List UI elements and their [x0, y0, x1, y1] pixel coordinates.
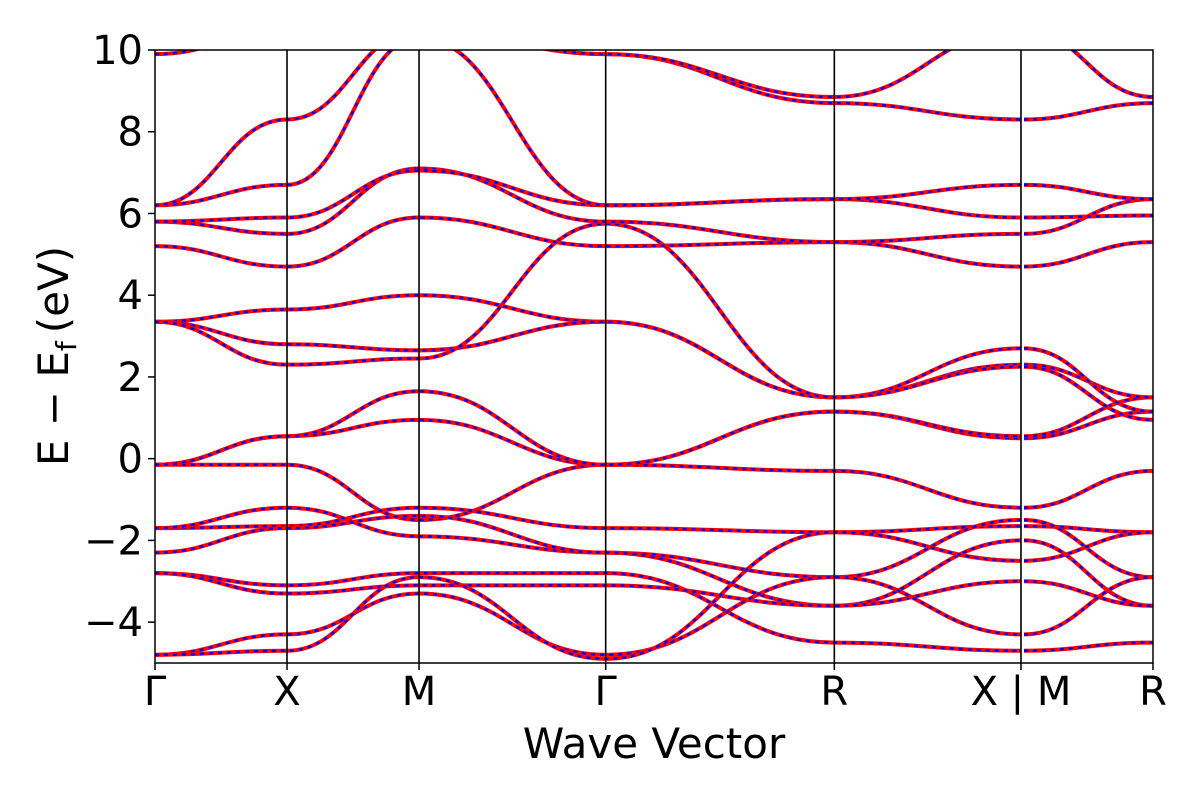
y-tick-label: −2	[84, 518, 143, 564]
band-line-overlay	[155, 320, 1153, 413]
k-point-lines	[286, 50, 1022, 663]
band-line	[155, 530, 1153, 661]
x-axis-title: Wave Vector	[523, 719, 786, 768]
band-line-overlay	[155, 571, 1153, 607]
band-line	[155, 389, 1153, 467]
x-axis-ticks: Γ X M Γ R X | M R	[144, 663, 1167, 715]
band-line-overlay	[155, 506, 1153, 579]
y-tick-label: 6	[118, 191, 143, 237]
y-axis-ticks: −4 −2 0 2 4 6 8 10	[84, 28, 155, 646]
band-line-overlay	[155, 222, 1153, 422]
y-tick-label: 2	[118, 355, 143, 401]
x-tick-label: M	[402, 669, 437, 715]
band-line-overlay	[155, 463, 1153, 522]
plot-frame	[154, 49, 1154, 664]
y-axis-title-main: E − E	[29, 351, 78, 466]
band-line-overlay	[155, 575, 1153, 657]
y-axis-title: E − Ef (eV)	[29, 246, 83, 466]
band-line-overlay	[155, 390, 1153, 466]
y-tick-label: −4	[84, 600, 143, 646]
y-tick-label: 0	[118, 437, 143, 483]
band-line	[155, 221, 1153, 422]
band-line-overlay	[155, 410, 1153, 466]
x-tick-label: Γ	[595, 669, 618, 715]
band-line	[155, 571, 1153, 653]
band-line-overlay	[155, 531, 1153, 661]
bands-layer	[155, 50, 1153, 661]
band-line-overlay	[155, 50, 1153, 99]
y-tick-label: 8	[118, 110, 143, 156]
y-tick-label: 10	[92, 28, 143, 74]
y-tick-label: 4	[118, 273, 143, 319]
x-tick-label: Γ	[144, 669, 167, 715]
band-line	[155, 50, 1153, 99]
x-tick-label: R	[1139, 669, 1167, 715]
band-line-overlay	[155, 571, 1153, 652]
band-line-overlay	[155, 216, 1153, 268]
y-axis-title-subscript: f	[50, 340, 83, 351]
y-axis-title-unit: (eV)	[29, 246, 78, 333]
x-tick-label: R	[820, 669, 848, 715]
band-line	[155, 409, 1153, 467]
band-line-overlay	[155, 50, 1153, 207]
band-line-overlay	[155, 50, 1153, 207]
band-line	[155, 462, 1153, 522]
x-tick-label: X	[273, 669, 300, 715]
x-tick-label: X | M	[971, 669, 1072, 715]
band-line	[155, 50, 1153, 208]
